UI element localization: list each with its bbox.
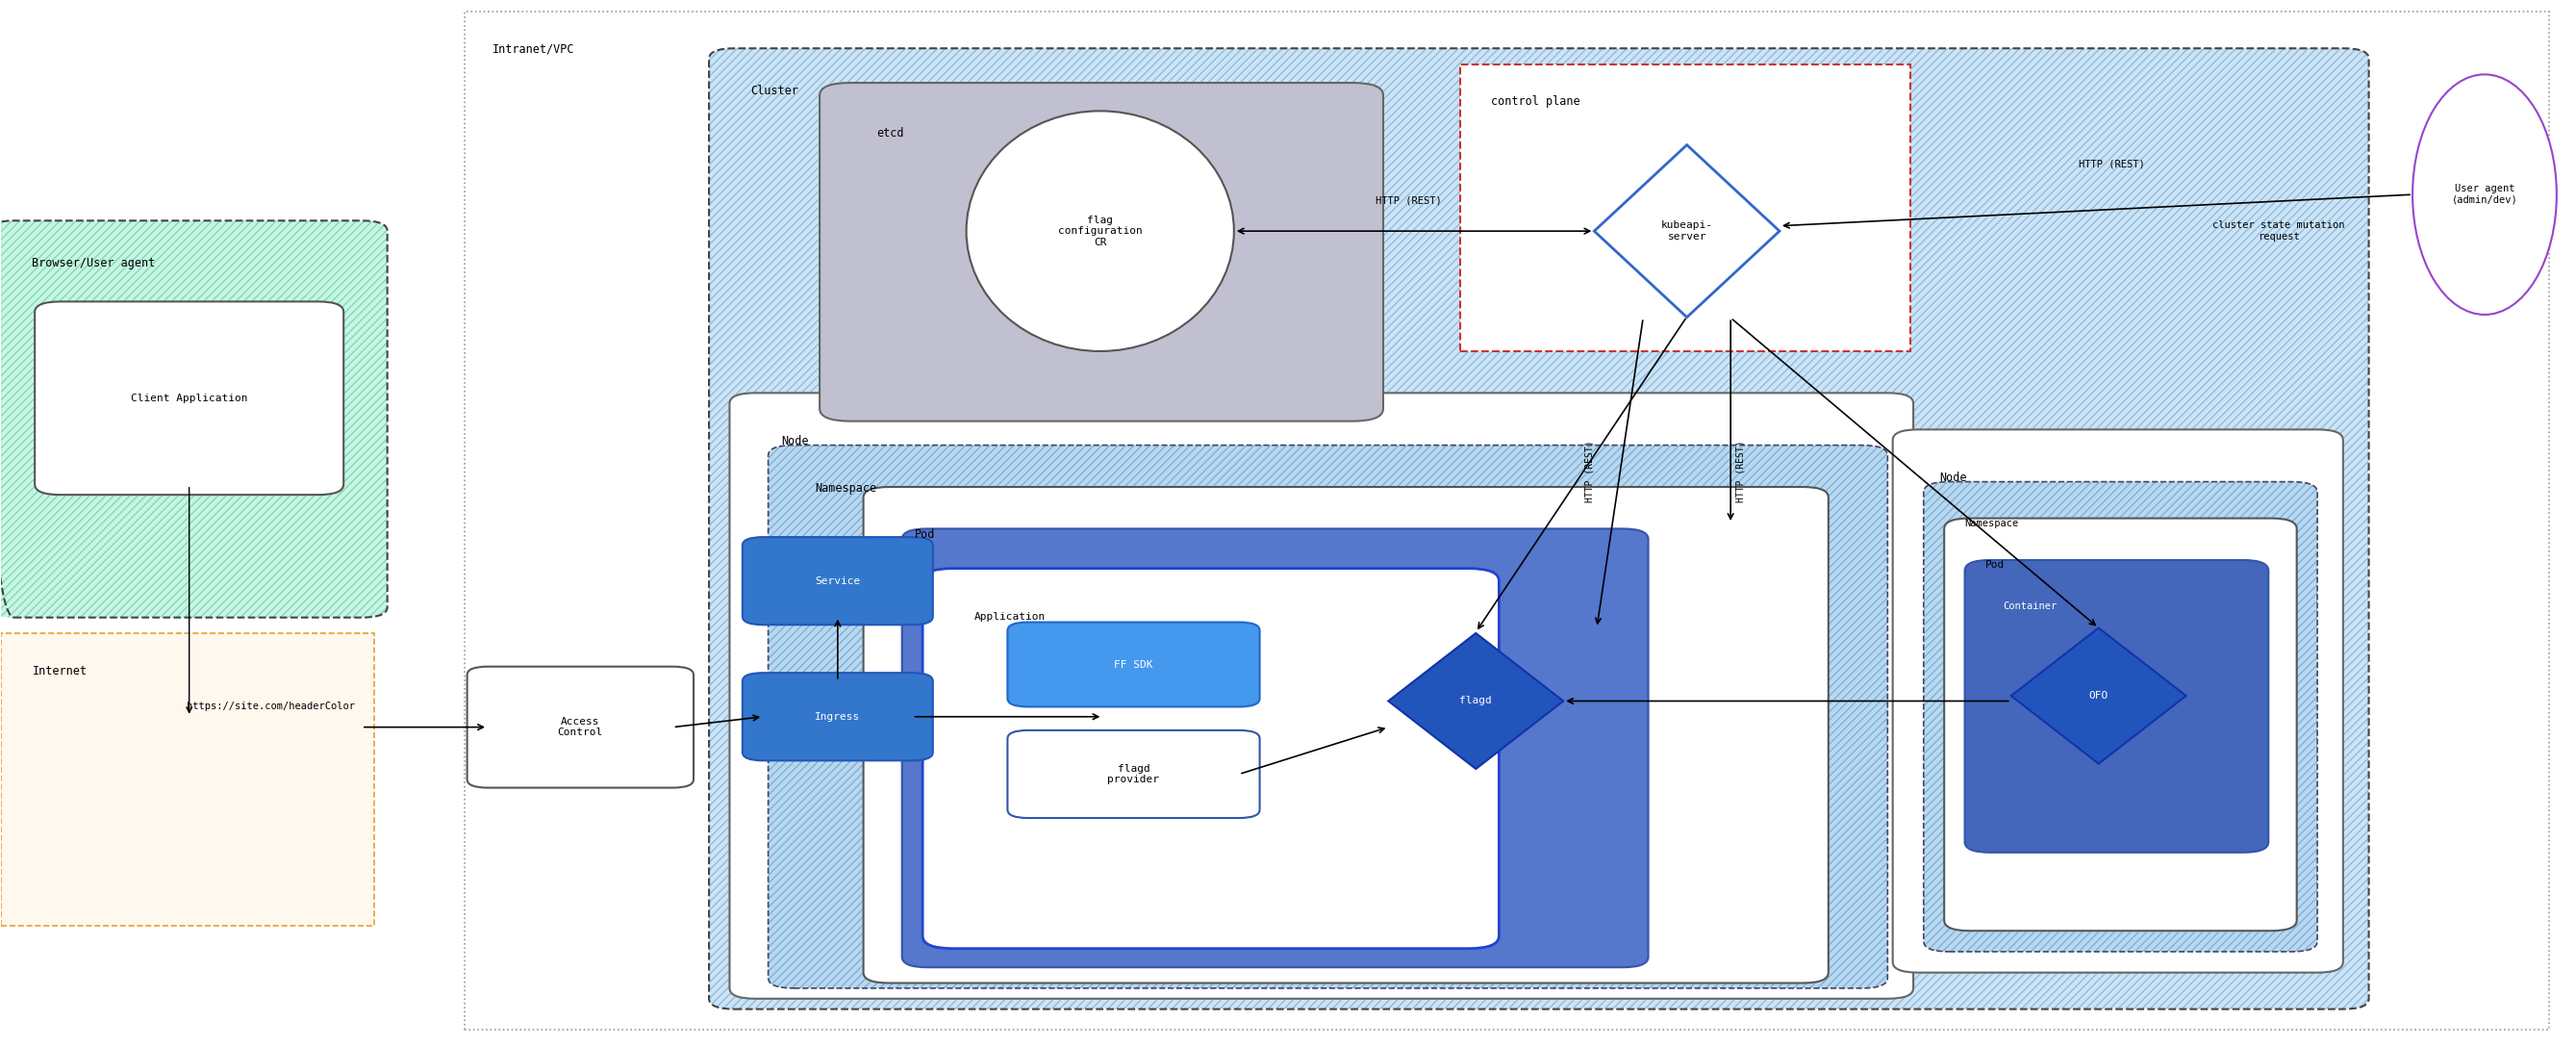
Text: https://site.com/headerColor: https://site.com/headerColor xyxy=(185,701,355,712)
Text: Container: Container xyxy=(948,571,1007,580)
FancyBboxPatch shape xyxy=(729,393,1914,999)
FancyBboxPatch shape xyxy=(922,569,1499,949)
Text: User agent
(admin/dev): User agent (admin/dev) xyxy=(2452,184,2517,205)
Text: cluster state mutation
request: cluster state mutation request xyxy=(2213,221,2344,242)
Text: OFO: OFO xyxy=(2089,691,2107,700)
FancyBboxPatch shape xyxy=(1007,622,1260,707)
Text: kubeapi-
server: kubeapi- server xyxy=(1662,221,1713,242)
FancyBboxPatch shape xyxy=(708,48,2370,1009)
Text: control plane: control plane xyxy=(1492,95,1582,108)
Text: Access
Control: Access Control xyxy=(556,717,603,737)
Text: Application: Application xyxy=(974,612,1046,622)
FancyBboxPatch shape xyxy=(819,83,1383,421)
Text: Namespace: Namespace xyxy=(1965,518,2020,528)
Polygon shape xyxy=(2012,628,2187,763)
Text: Node: Node xyxy=(781,435,809,447)
FancyBboxPatch shape xyxy=(466,667,693,787)
FancyBboxPatch shape xyxy=(1945,518,2298,931)
Polygon shape xyxy=(1388,633,1564,768)
Ellipse shape xyxy=(966,111,1234,351)
Text: Internet: Internet xyxy=(33,665,88,677)
Text: Node: Node xyxy=(1940,471,1965,484)
Text: Service: Service xyxy=(814,576,860,585)
Text: Container: Container xyxy=(2004,602,2058,611)
Text: flag
configuration
CR: flag configuration CR xyxy=(1059,215,1141,247)
Text: Pod: Pod xyxy=(1986,560,2004,570)
Text: HTTP (REST): HTTP (REST) xyxy=(2079,159,2146,169)
FancyBboxPatch shape xyxy=(768,445,1888,988)
FancyBboxPatch shape xyxy=(36,302,343,495)
Text: Client Application: Client Application xyxy=(131,394,247,403)
FancyBboxPatch shape xyxy=(464,12,2548,1030)
Text: Cluster: Cluster xyxy=(750,85,799,97)
FancyBboxPatch shape xyxy=(1893,429,2344,973)
Text: FF SDK: FF SDK xyxy=(1115,660,1154,669)
FancyBboxPatch shape xyxy=(1965,560,2269,852)
Ellipse shape xyxy=(2414,74,2555,315)
Text: Browser/User agent: Browser/User agent xyxy=(33,258,155,270)
Polygon shape xyxy=(1595,144,1780,317)
FancyBboxPatch shape xyxy=(902,529,1649,967)
FancyBboxPatch shape xyxy=(1924,482,2318,952)
FancyBboxPatch shape xyxy=(1461,64,1911,351)
Text: Namespace: Namespace xyxy=(814,482,876,494)
FancyBboxPatch shape xyxy=(1007,730,1260,818)
FancyBboxPatch shape xyxy=(742,673,933,760)
Text: HTTP (REST): HTTP (REST) xyxy=(1584,440,1595,503)
Text: Pod: Pod xyxy=(914,529,935,541)
Text: flagd
provider: flagd provider xyxy=(1108,763,1159,784)
FancyBboxPatch shape xyxy=(0,221,386,618)
Text: HTTP (REST): HTTP (REST) xyxy=(1736,440,1747,503)
Text: Intranet/VPC: Intranet/VPC xyxy=(492,43,574,55)
FancyBboxPatch shape xyxy=(863,487,1829,983)
FancyBboxPatch shape xyxy=(3,633,374,926)
FancyBboxPatch shape xyxy=(742,537,933,625)
Text: HTTP (REST): HTTP (REST) xyxy=(1376,196,1443,205)
Text: flagd: flagd xyxy=(1461,696,1492,706)
Text: Ingress: Ingress xyxy=(814,712,860,721)
Text: etcd: etcd xyxy=(876,127,904,139)
